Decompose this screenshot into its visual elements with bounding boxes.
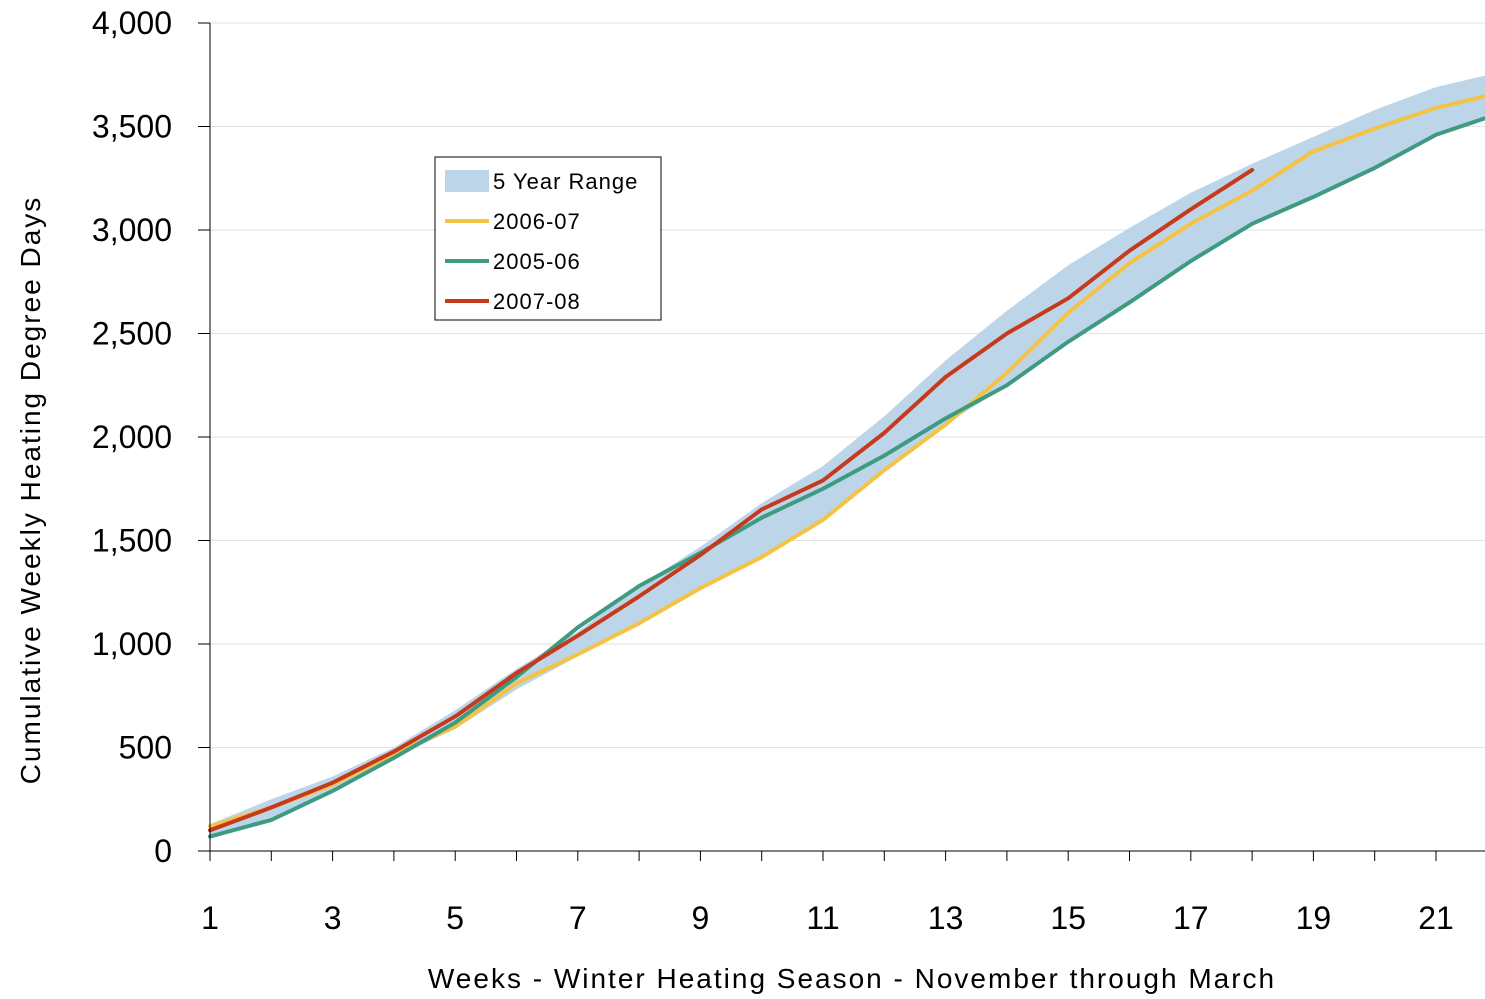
legend-swatch-range-band: [445, 170, 489, 192]
y-tick-label: 1,000: [92, 626, 172, 662]
legend: 5 Year Range 2006-07 2005-06 2007-08: [434, 156, 662, 321]
x-tick-label: 11: [806, 900, 839, 936]
y-tick-label: 3,500: [92, 109, 172, 145]
y-axis-title: Cumulative Weekly Heating Degree Days: [15, 196, 46, 785]
y-tick-label: 4,000: [92, 5, 172, 41]
x-tick-label: 3: [324, 900, 342, 936]
y-tick-label: 2,000: [92, 419, 172, 455]
x-tick-label: 19: [1296, 900, 1332, 936]
legend-label: 2006-07: [493, 209, 581, 234]
x-tick-label: 1: [201, 900, 219, 936]
x-tick-label: 9: [692, 900, 710, 936]
series-line-2005-06: [208, 116, 1485, 839]
x-tick-label: 15: [1050, 900, 1086, 936]
legend-label: 2005-06: [493, 249, 581, 274]
x-tick-label: 13: [928, 900, 964, 936]
series-line-2007-08: [208, 167, 1255, 833]
x-tick-label: 5: [446, 900, 464, 936]
range-band-area: [210, 75, 1485, 837]
legend-label: 2007-08: [493, 289, 581, 314]
x-tick-label: 7: [569, 900, 587, 936]
y-tick-label: 500: [119, 730, 172, 766]
x-axis-title: Weeks - Winter Heating Season - November…: [428, 963, 1276, 994]
y-tick-label: 3,000: [92, 212, 172, 248]
x-tick-label: 17: [1173, 900, 1209, 936]
series-lines-layer: [208, 94, 1485, 839]
y-tick-label: 0: [154, 833, 172, 869]
gridlines: [210, 22, 1485, 748]
range-band-layer: [210, 75, 1485, 837]
y-tick-label: 2,500: [92, 316, 172, 352]
legend-label: 5 Year Range: [493, 169, 638, 194]
y-tick-label: 1,500: [92, 523, 172, 559]
axes-layer: 0 500 1,000 1,500 2,000 2,500 3,000 3,500 4,000 1…: [92, 5, 1485, 936]
x-tick-label: 21: [1418, 900, 1454, 936]
